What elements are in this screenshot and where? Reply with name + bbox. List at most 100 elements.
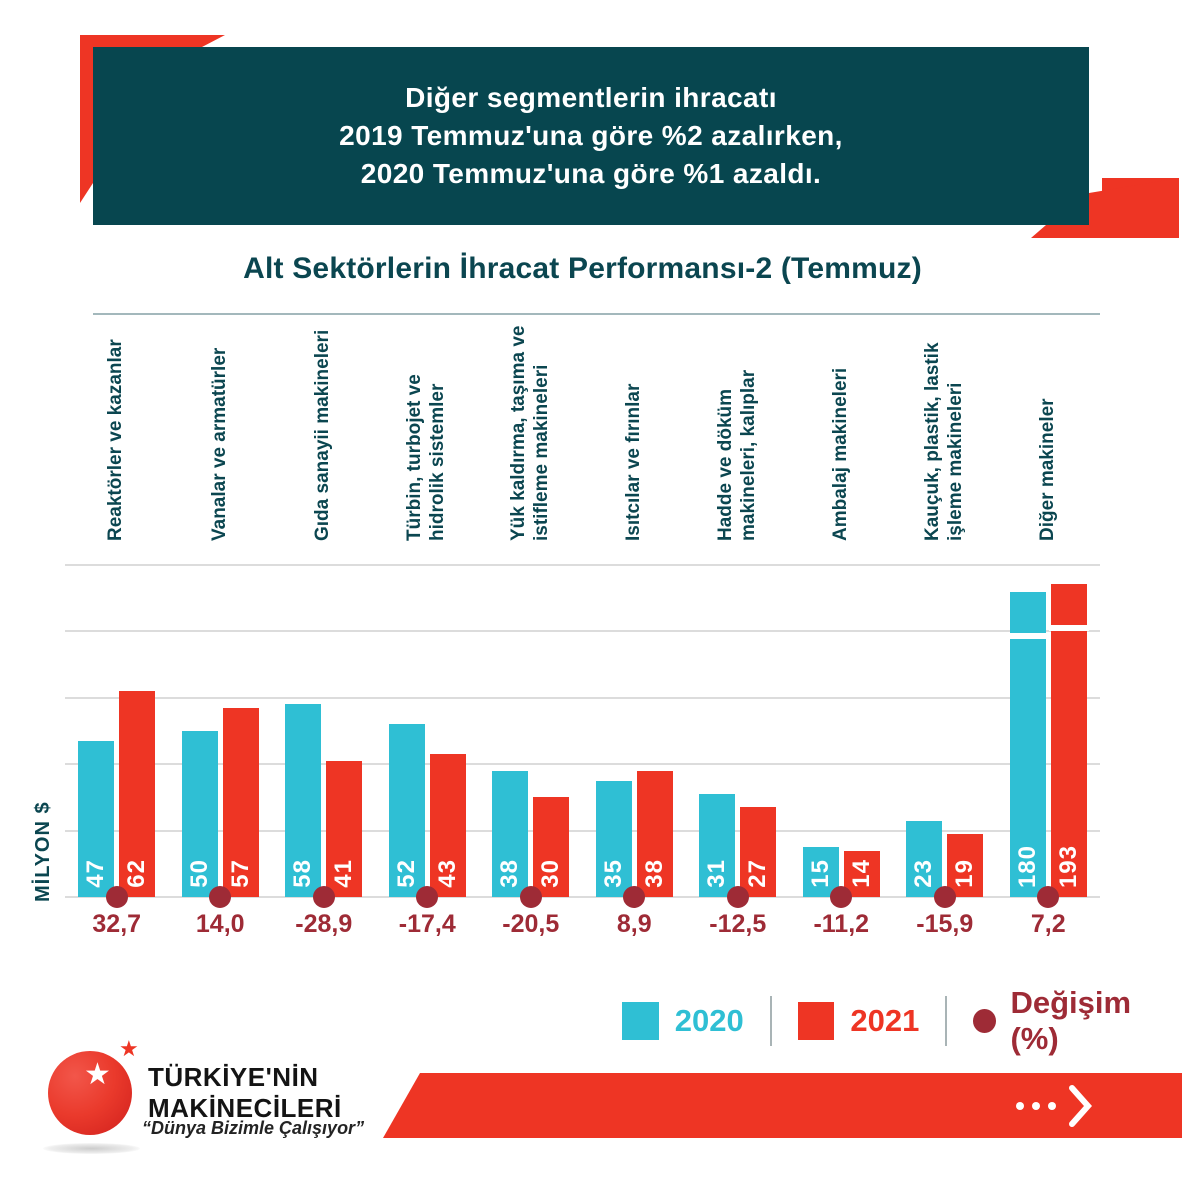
bar-groups: 47 62 50 57 58 41 52 43 38 30 35 38 31 27 15 14 23 19 180 1… [65, 565, 1101, 908]
bar-2021: 57 [222, 708, 259, 897]
bar-2021: 62 [119, 691, 156, 897]
category-label: Isıtcılar ve fırınlar [622, 383, 644, 541]
header-line: Diğer segmentlerin ihracatı [405, 82, 777, 113]
legend-divider [945, 996, 948, 1046]
bar-group: 38 30 [479, 565, 583, 908]
bar-value-label: 58 [289, 859, 317, 888]
change-percentage-value: -28,9 [295, 910, 353, 938]
title-divider [93, 313, 1100, 315]
bar-2020: 31 [699, 794, 736, 897]
y-axis-label: MİLYON $ [32, 801, 54, 902]
bar-2020: 23 [906, 821, 943, 897]
bar-value-label: 38 [640, 859, 668, 888]
legend-label-2020: 2020 [674, 1003, 744, 1038]
bar-group: 23 19 [893, 565, 997, 908]
category-label-cell: Reaktörler ve kazanlar [65, 320, 169, 541]
ellipsis-dot-icon [1032, 1101, 1040, 1110]
category-label: Kauçuk, plastik, lastik işleme makineler… [921, 342, 966, 541]
change-dot-icon [830, 886, 853, 908]
bar-value-label: 30 [537, 859, 565, 888]
change-dot-icon [312, 886, 335, 908]
category-label: Yük kaldırma, taşıma ve istifleme makine… [507, 325, 552, 541]
change-dot-icon [933, 886, 956, 908]
gridline [65, 896, 1100, 898]
bar-2020: 35 [595, 781, 632, 897]
bar-value-label: 50 [185, 859, 213, 888]
bar-2020: 50 [181, 731, 218, 897]
bar-value-label: 62 [123, 859, 151, 888]
star-icon: ★ [119, 1036, 139, 1061]
category-label-cell: Türbin, turbojet ve hidrolik sistemler [376, 320, 480, 541]
bar-group: 52 43 [376, 565, 480, 908]
gridline [65, 630, 1100, 633]
logo-shadow [43, 1143, 140, 1154]
header-line: 2020 Temmuz'una göre %1 azaldı. [360, 158, 822, 189]
legend-swatch-2021 [797, 1002, 835, 1040]
bar-2020: 180 [1007, 592, 1048, 897]
bar-value-label: 57 [226, 859, 254, 888]
star-icon: ★ [84, 1058, 111, 1091]
bar-2021: 30 [533, 797, 570, 897]
category-label-cell: Yük kaldırma, taşıma ve istifleme makine… [479, 320, 583, 541]
change-percentage-value: 14,0 [195, 910, 245, 938]
category-label-cell: Diğer makineler [997, 320, 1101, 541]
category-label: Türbin, turbojet ve hidrolik sistemler [404, 374, 449, 541]
legend-change-dot-icon [973, 1009, 997, 1033]
category-label: Diğer makineler [1036, 398, 1058, 541]
change-percentage-value: -15,9 [916, 910, 974, 938]
gridline [65, 829, 1100, 832]
bar-group: 58 41 [272, 565, 376, 908]
bar-value-label: 43 [433, 859, 461, 888]
bar-value-label: 52 [392, 859, 420, 888]
ellipsis-dot-icon [1016, 1101, 1024, 1110]
bar-group: 15 14 [790, 565, 894, 908]
brand-name-line2: MAKİNECİLERİ [148, 1093, 342, 1123]
category-label-cell: Kauçuk, plastik, lastik işleme makineler… [893, 320, 997, 541]
category-label: Vanalar ve armatürler [208, 347, 230, 541]
bar-value-label: 38 [496, 859, 524, 888]
bar-value-label: 47 [82, 859, 110, 888]
bar-2020: 52 [388, 724, 425, 897]
legend-swatch-2020 [622, 1002, 659, 1040]
chart-legend: 2020 2021 Değişim (%) [622, 985, 1182, 1056]
header-line: 2019 Temmuz'una göre %2 azalırken, [339, 120, 843, 151]
change-dot-icon [209, 886, 232, 908]
bar-2021: 27 [740, 807, 777, 897]
change-percentage-value: 32,7 [92, 910, 142, 938]
ellipsis-dot-icon [1048, 1101, 1056, 1110]
category-label-cell: Hadde ve döküm makineleri, kalıplar [686, 320, 790, 541]
gridline [65, 763, 1100, 766]
bar-value-label: 15 [806, 859, 834, 888]
category-label-cell: Ambalaj makineleri [790, 320, 894, 541]
bar-2021: 41 [326, 761, 363, 897]
bar-value-label: 14 [847, 859, 875, 888]
bar-2021: 19 [947, 834, 984, 897]
bar-value-label: 19 [951, 859, 979, 888]
bar-chart-plot: 47 62 50 57 58 41 52 43 38 30 35 38 31 27 15 14 23 19 180 1… [65, 564, 1101, 908]
change-percentage-value: 7,2 [1030, 910, 1066, 938]
bar-group: 31 27 [686, 565, 790, 908]
change-percentage-value: -17,4 [398, 910, 456, 938]
cta-arrow-banner[interactable] [383, 1073, 1182, 1138]
legend-label-change: Değişim (%) [1010, 985, 1132, 1056]
bar-value-label: 23 [910, 859, 938, 888]
change-percentage-row: 32,7 14,0 -28,9 -17,4 -20,5 8,9 -12,5 -11,2 -15,… [65, 910, 1100, 939]
bar-group: 180 193 [997, 565, 1101, 908]
brand-logo-circle [48, 1051, 132, 1135]
bar-value-label: 41 [330, 859, 358, 888]
category-label: Ambalaj makineleri [829, 367, 851, 541]
bar-group: 50 57 [169, 565, 273, 908]
category-label-cell: Isıtcılar ve fırınlar [583, 320, 687, 541]
category-labels: Reaktörler ve kazanlar Vanalar ve armatür… [65, 320, 1100, 541]
category-label: Gıda sanayii makineleri [312, 329, 334, 541]
change-percentage-value: -12,5 [709, 910, 767, 938]
brand-slogan: “Dünya Bizimle Çalışıyor” [142, 1118, 365, 1138]
category-label-cell: Gıda sanayii makineleri [272, 320, 376, 541]
axis-break-stripe [1007, 633, 1048, 640]
axis-break-stripe [1048, 625, 1089, 632]
bar-2021: 193 [1048, 584, 1089, 897]
bar-2020: 47 [78, 741, 115, 897]
category-label: Reaktörler ve kazanlar [105, 339, 127, 541]
arrow-chevron-icon [1069, 1084, 1092, 1127]
